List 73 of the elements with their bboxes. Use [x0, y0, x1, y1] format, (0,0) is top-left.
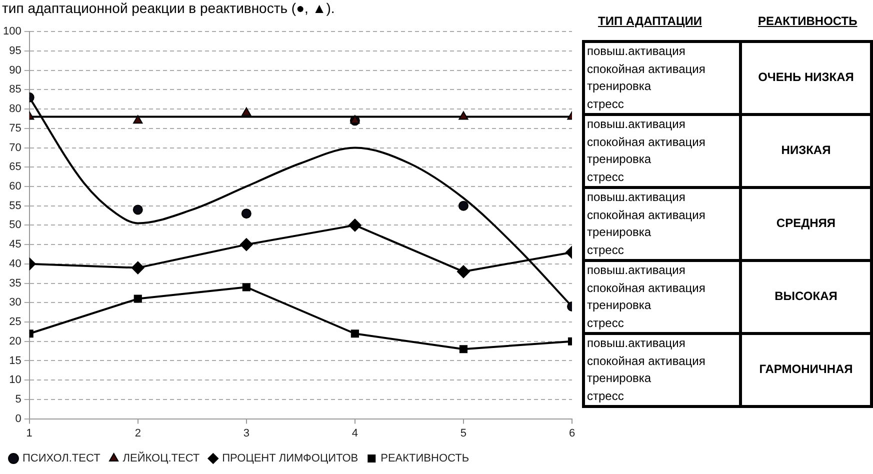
- y-tick-label: 90: [9, 64, 22, 76]
- text: повыш.активация: [587, 43, 686, 60]
- y-tick-label: 75: [9, 122, 22, 134]
- legend-label: ПСИХОЛ.ТЕСТ: [22, 452, 101, 465]
- point: [458, 200, 468, 211]
- y-tick-label: 5: [15, 393, 22, 406]
- point: [459, 345, 468, 354]
- x-tick-label: 5: [460, 427, 467, 440]
- legend-label: РЕАКТИВНОСТЬ: [380, 452, 470, 465]
- point: [350, 330, 359, 338]
- x-tick-label: 2: [134, 427, 141, 440]
- legend-label: ЛЕЙКОЦ.ТЕСТ: [122, 452, 200, 465]
- text: тренировка: [587, 151, 652, 168]
- point: [242, 107, 252, 116]
- point: [456, 265, 470, 278]
- text: РЕАКТИВНОСТЬ: [758, 14, 858, 30]
- text: ТИП АДАПТАЦИИ: [597, 14, 703, 30]
- text: тренировка: [587, 370, 652, 387]
- text: спокойная активация: [587, 206, 706, 224]
- y-tick-label: 10: [9, 374, 22, 386]
- y-tick-label: 25: [9, 316, 22, 328]
- text: тренировка: [587, 297, 652, 314]
- category-label: ВЫСОКАЯ: [740, 260, 872, 334]
- category-label: ОЧЕНЬ НИЗКАЯ: [740, 42, 872, 114]
- point: [131, 261, 144, 274]
- text: спокойная активация: [587, 352, 706, 370]
- text: повыш.активация: [587, 262, 686, 279]
- point: [348, 218, 362, 232]
- y-tick-label: 50: [9, 219, 22, 232]
- point: [240, 238, 253, 252]
- text: повыш.активация: [587, 335, 686, 352]
- category-label: НИЗКАЯ: [740, 114, 872, 188]
- text: спокойная активация: [587, 280, 706, 296]
- y-tick-label: 85: [9, 84, 22, 96]
- y-tick-label: 45: [9, 238, 22, 251]
- text: стресс: [587, 242, 625, 258]
- point: [242, 283, 250, 292]
- point: [241, 208, 252, 219]
- text: тренировка: [587, 78, 652, 95]
- legend-label: ПРОЦЕНТ ЛИМФОЦИТОВ: [222, 452, 358, 465]
- text: спокойная активация: [587, 60, 706, 78]
- point: [134, 294, 142, 303]
- y-tick-label: 30: [9, 296, 22, 309]
- y-tick-label: 80: [9, 103, 22, 116]
- y-tick-label: 15: [9, 354, 22, 367]
- text: спокойная активация: [587, 134, 706, 150]
- y-tick-label: 70: [9, 142, 22, 154]
- point: [132, 204, 143, 215]
- point: [133, 115, 143, 124]
- y-tick-label: 60: [9, 180, 22, 193]
- x-tick-label: 3: [243, 427, 250, 440]
- y-tick-label: 20: [9, 335, 22, 348]
- text: стресс: [587, 314, 625, 332]
- text: повыш.активация: [587, 116, 686, 133]
- x-tick-label: 4: [352, 427, 358, 440]
- y-tick-label: 95: [9, 44, 22, 57]
- x-tick-label: 1: [26, 427, 32, 440]
- y-tick-label: 40: [9, 258, 22, 270]
- y-tick-label: 0: [15, 412, 22, 425]
- text: стресс: [587, 388, 625, 404]
- text: стресс: [587, 168, 625, 186]
- chart-title: тип адаптационной реакции в реактивность (●, ▲).: [2, 0, 335, 16]
- y-tick-label: 55: [9, 200, 22, 212]
- category-label: ГАРМОНИЧНАЯ: [740, 334, 872, 406]
- text: стресс: [587, 96, 625, 112]
- y-tick-label: 100: [2, 26, 22, 38]
- category-label: СРЕДНЯЯ: [740, 188, 872, 260]
- y-tick-label: 65: [9, 161, 22, 174]
- text: повыш.активация: [587, 189, 686, 206]
- y-tick-label: 35: [9, 277, 22, 290]
- text: тренировка: [587, 224, 652, 241]
- x-tick-label: 6: [568, 427, 576, 440]
- point: [458, 111, 468, 120]
